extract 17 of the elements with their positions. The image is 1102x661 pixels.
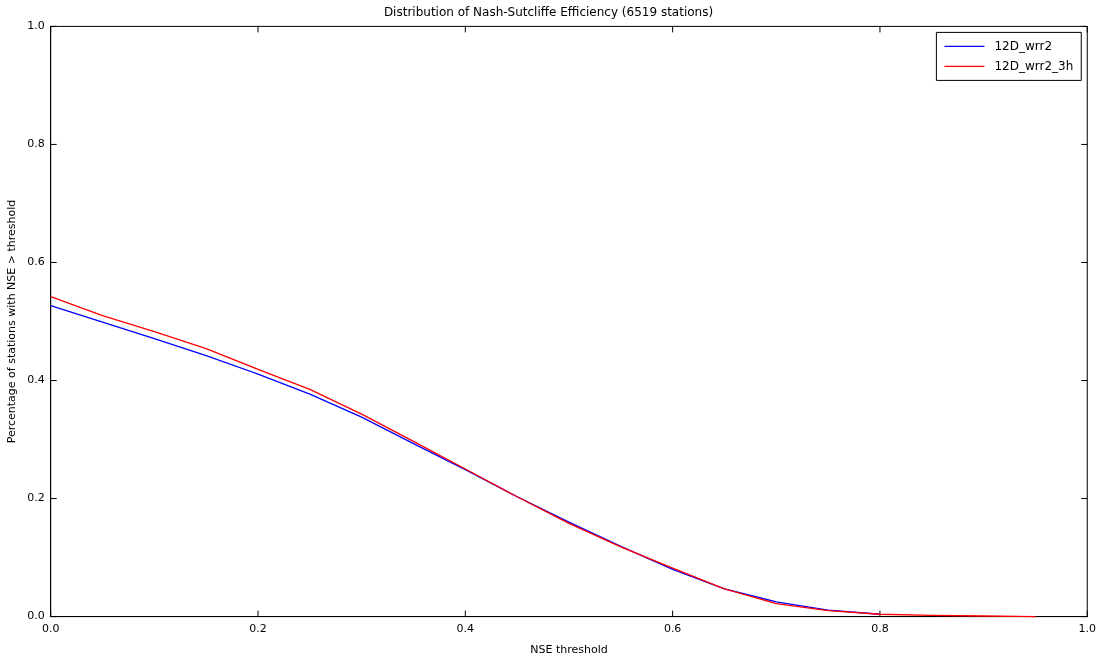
y-tick-label: 0.6 [27,255,45,269]
x-tick-label: 0.4 [456,622,475,636]
y-tick-label: 1.0 [27,19,45,33]
x-tick-label: 0.0 [41,622,60,636]
y-tick-label: 0.8 [27,137,45,151]
y-axis-title: Percentage of stations with NSE > threshold [5,199,19,444]
x-tick-label: 0.6 [663,622,682,636]
x-axis-title: NSE threshold [530,643,608,657]
y-tick-label: 0.4 [27,373,45,387]
y-tick-label: 0.0 [27,609,45,623]
y-tick-label: 0.2 [27,491,45,505]
chart-title: Distribution of Nash-Sutcliffe Efficiency (6519 stations) [383,5,714,20]
x-tick-label: 1.0 [1078,622,1096,636]
legend-label: 12D_wrr2 [994,38,1053,53]
x-tick-label: 0.2 [249,622,267,636]
x-tick-label: 0.8 [871,622,889,636]
legend-label: 12D_wrr2_3h [994,58,1074,73]
